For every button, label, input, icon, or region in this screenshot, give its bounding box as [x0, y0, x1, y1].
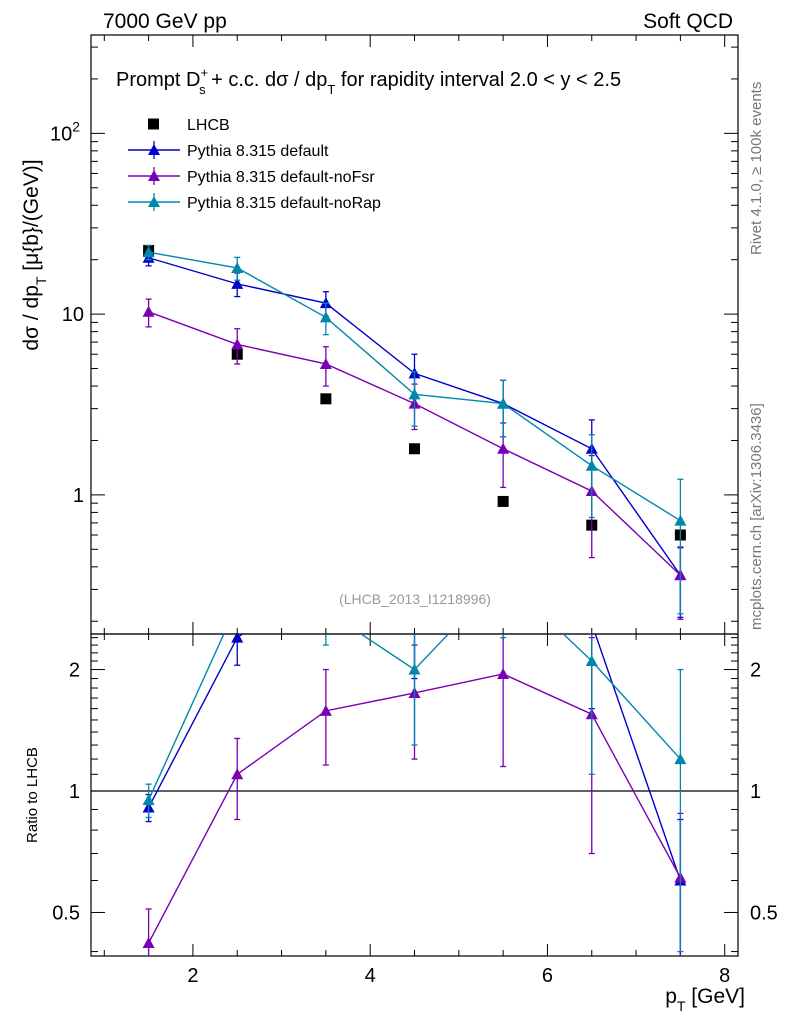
- data-point: [319, 311, 332, 323]
- header-right: Soft QCD: [643, 10, 733, 33]
- data-point: [231, 277, 244, 289]
- main-title: Prompt D+ s + c.c. dσ / dpT for rapidity …: [116, 65, 621, 97]
- analysis-watermark: (LHCB_2013_I1218996): [339, 591, 491, 607]
- legend-marker: [148, 170, 160, 181]
- ratio-point: [408, 663, 421, 675]
- data-point: [408, 388, 421, 400]
- mcplots-label: mcplots.cern.ch [arXiv:1306.3436]: [748, 403, 765, 630]
- legend-marker: [148, 196, 160, 207]
- ratio-point: [586, 618, 598, 629]
- ratio-point: [497, 667, 510, 679]
- ratio-point: [320, 571, 332, 582]
- series-pythia-8-315-default-nofsr: [142, 298, 687, 620]
- legend-label: Pythia 8.315 default-noRap: [187, 195, 381, 212]
- ratio-point: [319, 704, 332, 716]
- ratio-point: [320, 605, 332, 616]
- ratio-point: [409, 618, 421, 629]
- data-point: [231, 261, 244, 273]
- ratio-ylabel: Ratio to LHCB: [24, 747, 41, 843]
- legend-marker: [148, 144, 160, 155]
- ratio-y-tick-label-right: 1: [750, 781, 761, 803]
- ratio-point: [231, 634, 244, 643]
- legend-entry: LHCB: [148, 117, 230, 134]
- ratio-point: [497, 571, 509, 582]
- ratio-y-tick-label: 1: [69, 781, 80, 803]
- legend-label: Pythia 8.315 default-noFsr: [187, 169, 375, 186]
- y-tick-label: 1: [73, 485, 84, 507]
- ratio-y-tick-label: 2: [69, 660, 80, 682]
- xlabel: pT [GeV]: [665, 985, 745, 1014]
- legend-entry: Pythia 8.315 default-noFsr: [128, 167, 375, 186]
- ratio-point: [585, 655, 598, 667]
- ratio-y-tick-label-right: 2: [750, 660, 761, 682]
- data-point: [142, 305, 155, 317]
- data-point: [142, 246, 155, 258]
- data-point: [319, 357, 332, 369]
- ratio-point: [497, 566, 509, 577]
- data-point: [585, 459, 598, 471]
- rivet-label: Rivet 4.1.0, ≥ 100k events: [748, 82, 765, 255]
- data-point: [497, 495, 509, 507]
- x-tick-label: 6: [542, 965, 553, 987]
- y-tick-label: 10: [62, 304, 84, 326]
- y-tick-label: 102: [50, 118, 80, 145]
- ratio-series-pythia-8-315-default-norap: [142, 571, 687, 953]
- ratio-point: [231, 598, 243, 609]
- legend-marker: [148, 118, 159, 130]
- ratio-y-tick-label-right: 0.5: [750, 902, 778, 924]
- x-tick-label: 8: [719, 965, 730, 987]
- ratio-point: [142, 937, 155, 949]
- x-tick-label: 2: [187, 965, 198, 987]
- ratio-point: [231, 768, 244, 780]
- data-point: [674, 514, 687, 526]
- ratio-point: [142, 793, 155, 805]
- header-left: 7000 GeV pp: [103, 10, 227, 33]
- data-point: [231, 338, 244, 350]
- series-pythia-8-315-default-norap: [142, 244, 687, 615]
- legend-label: Pythia 8.315 default: [187, 143, 329, 160]
- legend-entry: Pythia 8.315 default-noRap: [128, 193, 381, 212]
- x-tick-label: 4: [365, 965, 376, 987]
- data-point: [409, 443, 420, 455]
- data-point: [320, 393, 332, 405]
- ratio-y-tick-label: 0.5: [52, 902, 80, 924]
- data-point: [497, 442, 510, 454]
- main-ylabel: dσ / dpT [μ{b}/(GeV)]: [20, 159, 49, 350]
- ratio-point: [674, 753, 687, 765]
- data-point: [497, 397, 510, 409]
- series-pythia-8-315-default: [142, 249, 687, 619]
- legend-entry: Pythia 8.315 default: [128, 141, 329, 160]
- legend-label: LHCB: [187, 117, 230, 134]
